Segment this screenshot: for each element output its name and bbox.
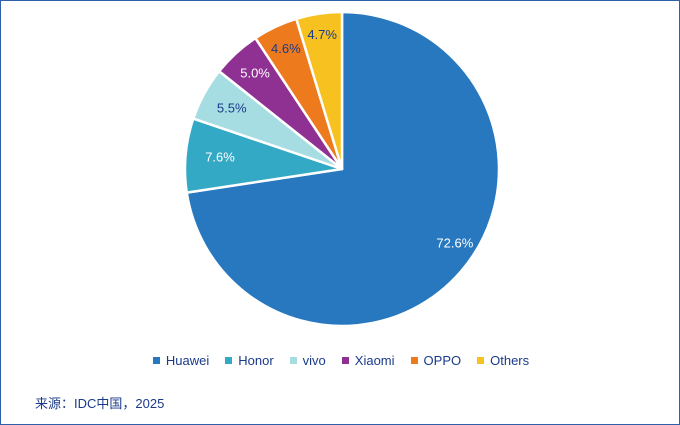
legend-item-vivo: vivo: [289, 353, 326, 368]
pie-chart: 72.6% 7.6% 5.5% 5.0%4.6% 4.7%: [183, 10, 501, 328]
pie-slice-others: [295, 10, 344, 171]
legend-swatch: [289, 357, 297, 364]
legend-swatch: [225, 357, 233, 364]
chart-legend: Huawei Honor vivo Xiaomi OPPO Others: [1, 353, 680, 368]
legend-label: Huawei: [165, 353, 210, 368]
legend-item-xiaomi: Xiaomi: [341, 353, 395, 368]
legend-item-huawei: Huawei: [152, 353, 210, 368]
legend-swatch: [477, 357, 485, 364]
legend-item-oppo: OPPO: [410, 353, 462, 368]
data-label-vivo: 5.5%: [217, 100, 247, 115]
legend-label: Others: [490, 353, 530, 368]
legend-swatch: [341, 357, 349, 364]
legend-label: vivo: [302, 353, 326, 368]
legend-swatch: [410, 357, 418, 364]
legend-item-honor: Honor: [225, 353, 274, 368]
legend-label: OPPO: [423, 353, 462, 368]
source-note: 来源：IDC中国，2025: [35, 396, 165, 411]
data-label-oppo: 4.6%: [271, 41, 301, 56]
data-label-huawei: 72.6%: [436, 235, 473, 250]
data-label-honor: 7.6%: [205, 150, 235, 165]
legend-item-others: Others: [477, 353, 529, 368]
data-label-xiaomi: 5.0%: [240, 65, 270, 80]
legend-label: Xiaomi: [354, 353, 395, 368]
data-label-others: 4.7%: [307, 27, 337, 42]
legend-label: Honor: [238, 353, 274, 368]
legend-swatch: [152, 357, 160, 364]
